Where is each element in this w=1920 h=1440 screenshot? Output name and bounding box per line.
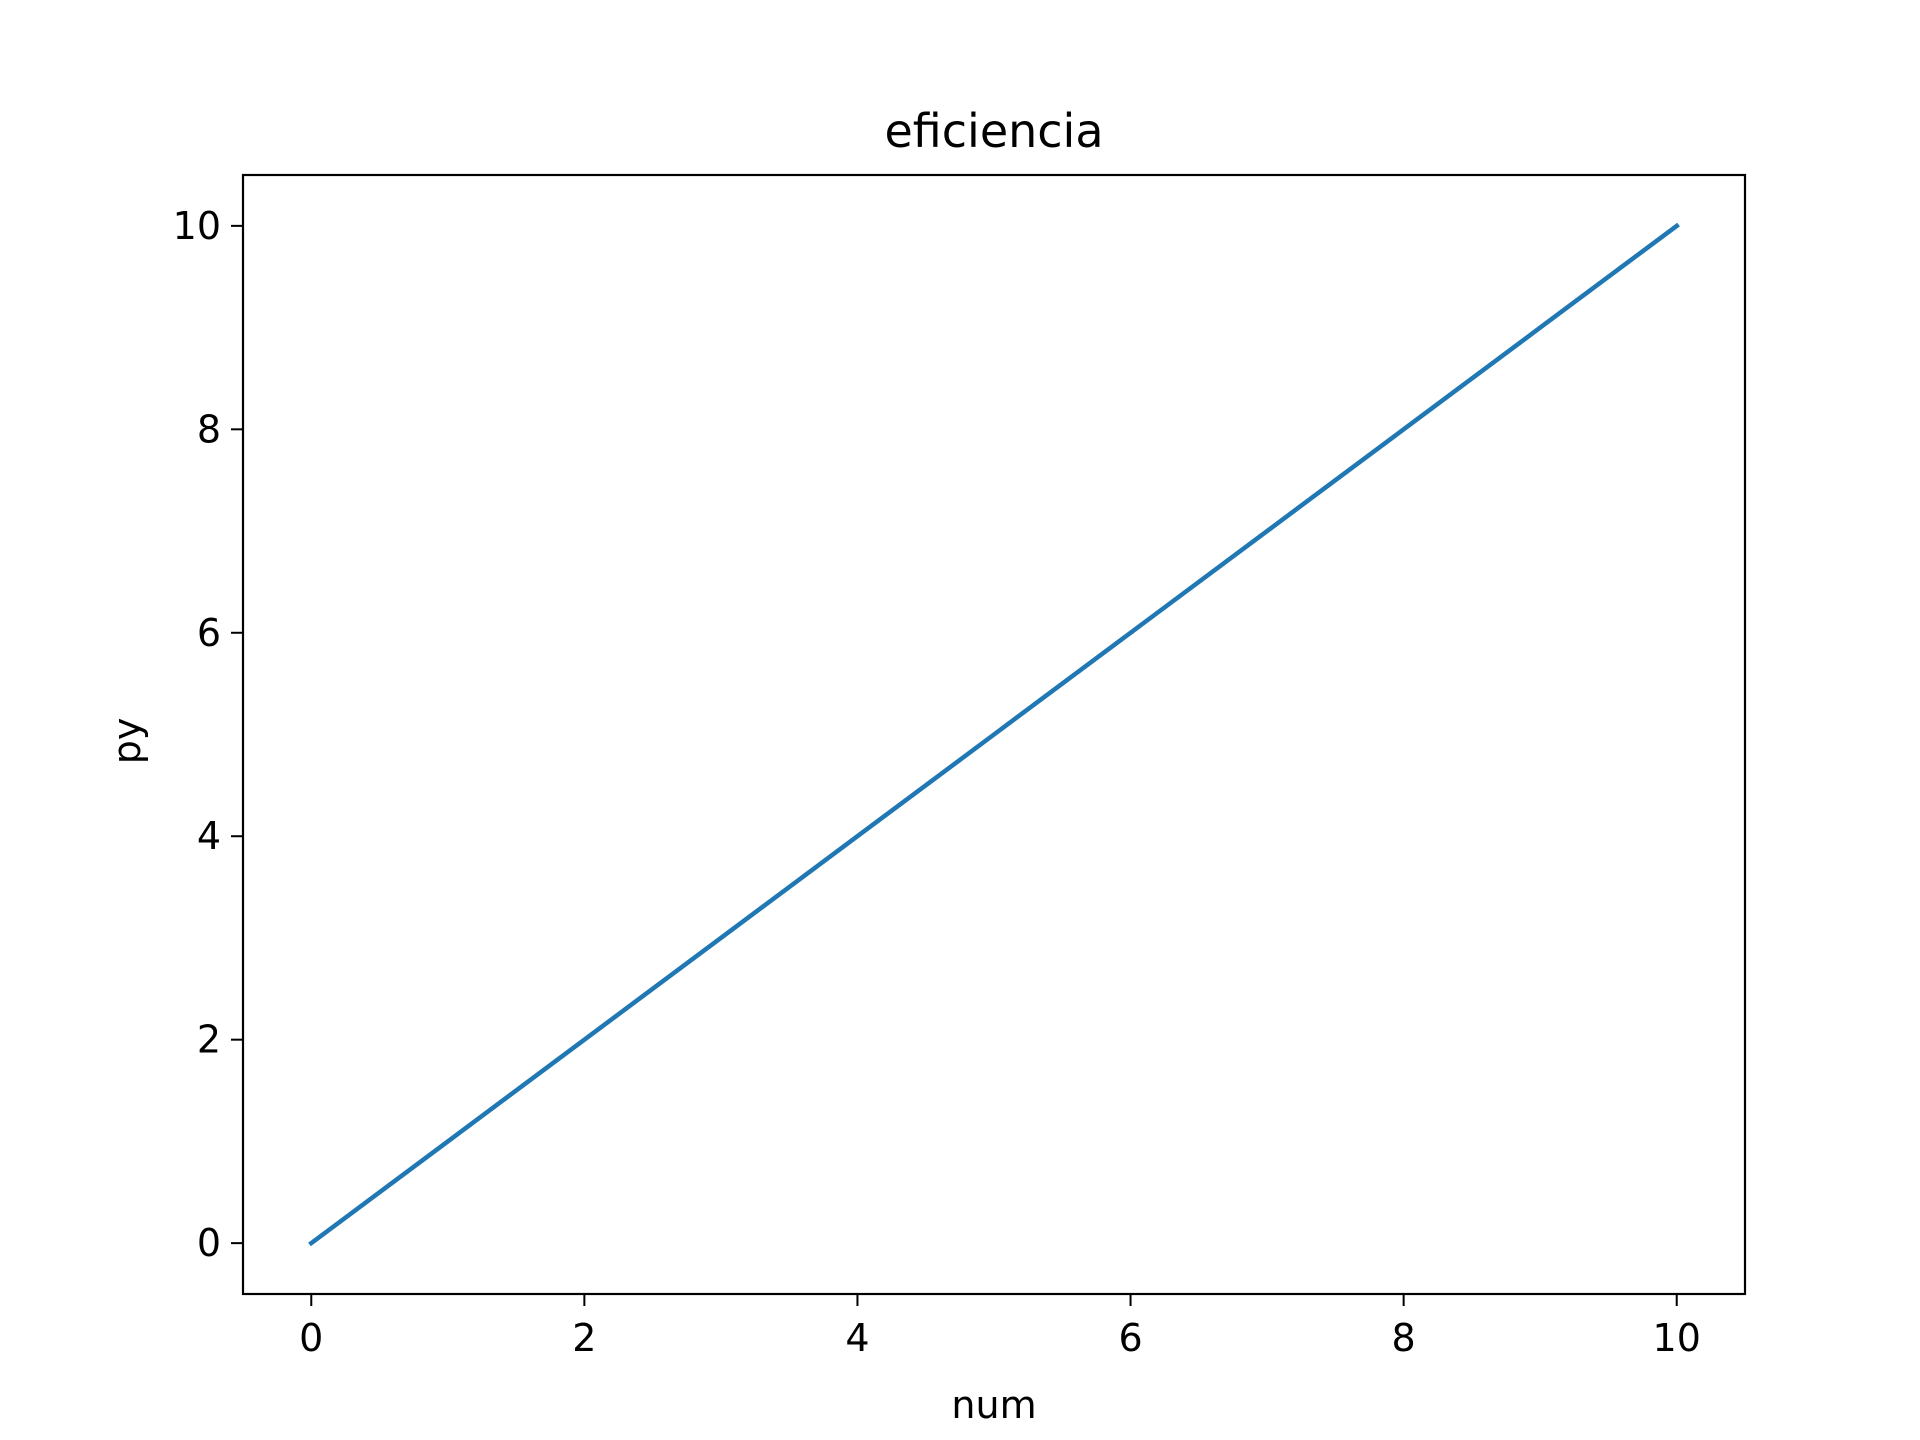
x-tick-label: 10	[1653, 1316, 1701, 1360]
axes-frame	[241, 173, 1747, 1296]
y-tick-label: 0	[197, 1221, 221, 1265]
x-axis: 0 2 4 6 8 10	[299, 1294, 1701, 1360]
y-tick-label: 10	[173, 204, 221, 248]
y-tick-label: 6	[197, 611, 221, 655]
series-line-0	[308, 222, 1680, 1247]
y-axis-title: py	[105, 718, 149, 765]
x-tick-label: 8	[1392, 1316, 1416, 1360]
chart-title: eficiencia	[884, 104, 1103, 158]
x-tick-label: 6	[1118, 1316, 1142, 1360]
x-axis-title: num	[951, 1383, 1036, 1427]
y-tick-label: 2	[197, 1018, 221, 1062]
x-tick-label: 2	[572, 1316, 596, 1360]
y-axis: 0 2 4 6 8 10	[173, 204, 243, 1265]
x-tick-label: 4	[845, 1316, 869, 1360]
x-tick-label: 0	[299, 1316, 323, 1360]
y-tick-label: 8	[197, 407, 221, 451]
y-tick-label: 4	[197, 814, 221, 858]
plot-area	[241, 173, 1747, 1296]
